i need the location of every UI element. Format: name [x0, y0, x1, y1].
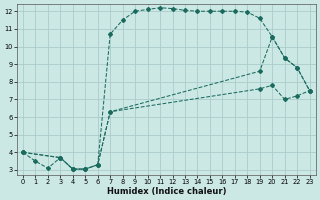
X-axis label: Humidex (Indice chaleur): Humidex (Indice chaleur)	[107, 187, 226, 196]
